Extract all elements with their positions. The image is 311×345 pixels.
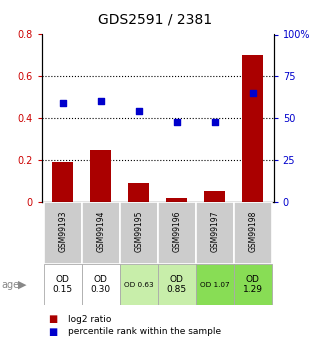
Text: OD
1.29: OD 1.29 <box>243 275 263 294</box>
Bar <box>234 202 272 264</box>
Bar <box>53 162 73 202</box>
Bar <box>166 198 187 202</box>
Bar <box>120 264 158 305</box>
Bar <box>158 202 196 264</box>
Text: GSM99193: GSM99193 <box>58 211 67 253</box>
Text: OD
0.15: OD 0.15 <box>53 275 73 294</box>
Point <box>174 119 179 124</box>
Text: GSM99194: GSM99194 <box>96 211 105 253</box>
Bar <box>44 202 82 264</box>
Text: OD 0.63: OD 0.63 <box>124 282 154 288</box>
Text: ■: ■ <box>48 327 58 337</box>
Bar <box>234 264 272 305</box>
Text: ▶: ▶ <box>18 280 27 289</box>
Bar <box>204 191 225 202</box>
Bar <box>158 264 196 305</box>
Text: GSM99196: GSM99196 <box>172 211 181 253</box>
Text: ■: ■ <box>48 314 58 324</box>
Text: OD
0.30: OD 0.30 <box>91 275 111 294</box>
Bar <box>242 56 263 202</box>
Bar <box>91 149 111 202</box>
Text: OD 1.07: OD 1.07 <box>200 282 230 288</box>
Text: age: age <box>2 280 20 289</box>
Point <box>60 100 65 106</box>
Point <box>250 90 255 96</box>
Bar <box>120 202 158 264</box>
Text: GSM99198: GSM99198 <box>248 211 257 252</box>
Bar <box>196 202 234 264</box>
Text: GSM99195: GSM99195 <box>134 211 143 253</box>
Bar <box>128 183 149 202</box>
Text: OD
0.85: OD 0.85 <box>167 275 187 294</box>
Text: percentile rank within the sample: percentile rank within the sample <box>68 327 221 336</box>
Bar <box>82 264 120 305</box>
Bar <box>44 264 82 305</box>
Bar <box>82 202 120 264</box>
Text: log2 ratio: log2 ratio <box>68 315 112 324</box>
Point <box>136 109 141 114</box>
Text: GSM99197: GSM99197 <box>210 211 219 253</box>
Text: GDS2591 / 2381: GDS2591 / 2381 <box>99 12 212 26</box>
Point <box>212 119 217 124</box>
Bar <box>196 264 234 305</box>
Point <box>98 99 103 104</box>
